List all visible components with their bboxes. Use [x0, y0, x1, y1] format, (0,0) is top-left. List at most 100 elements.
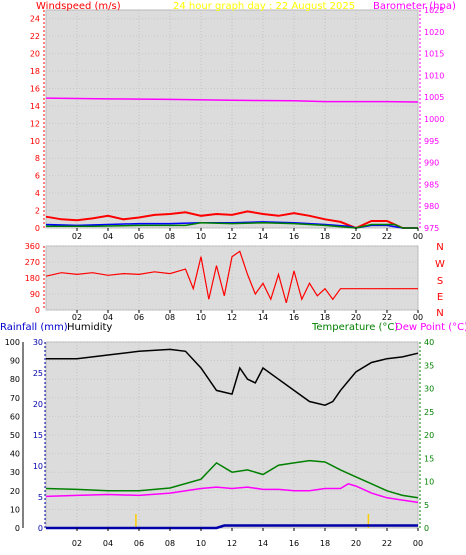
wind-xtick-22: 22 [382, 232, 392, 241]
temp-xtick-06: 06 [134, 539, 144, 548]
barometer-tick-995: 995 [424, 137, 439, 146]
humidity-tick-10: 10 [10, 505, 20, 514]
temperature-axis-label: Temperature (°C) [312, 322, 399, 333]
wind-xtick-20: 20 [351, 232, 361, 241]
barometer-axis-label: Barometer (hpa) [373, 1, 456, 12]
dir-xtick-08: 08 [165, 313, 175, 322]
barometer-tick-975: 975 [424, 224, 439, 233]
humidity-tick-80: 80 [10, 375, 20, 384]
humidity-tick-60: 60 [10, 412, 20, 421]
wind-xtick-16: 16 [289, 232, 299, 241]
dir-xtick-18: 18 [320, 313, 330, 322]
barometer-tick-1010: 1010 [424, 71, 444, 80]
wind-xtick-04: 04 [103, 232, 113, 241]
dir-xtick-10: 10 [196, 313, 206, 322]
rain-tick-25: 25 [33, 369, 43, 378]
direction-tick-180: 180 [25, 274, 40, 283]
temp-tick-30: 30 [424, 385, 434, 394]
wind-xtick-02: 02 [72, 232, 82, 241]
windspeed-axis-label: Windspeed (m/s) [36, 1, 121, 12]
windspeed-tick-6: 6 [35, 172, 40, 181]
humidity-axis-label: Humidity [67, 322, 113, 333]
temp-xtick-18: 18 [320, 539, 330, 548]
compass-label-4: N [436, 308, 443, 319]
temp-xtick-22: 22 [382, 539, 392, 548]
temp-xtick-04: 04 [103, 539, 113, 548]
humidity-tick-100: 100 [5, 338, 20, 347]
temp-tick-40: 40 [424, 338, 434, 347]
temp-tick-0: 0 [424, 524, 429, 533]
temp-xtick-00: 00 [413, 539, 423, 548]
temp-tick-10: 10 [424, 478, 434, 487]
windspeed-tick-10: 10 [30, 137, 40, 146]
barometer-tick-1025: 1025 [424, 6, 444, 15]
rain-tick-30: 30 [33, 338, 43, 347]
dir-xtick-16: 16 [289, 313, 299, 322]
wind-xtick-06: 06 [134, 232, 144, 241]
humidity-tick-0: 0 [15, 524, 20, 533]
barometer-tick-980: 980 [424, 202, 439, 211]
direction-tick-90: 90 [30, 290, 40, 299]
barometer-tick-1000: 1000 [424, 115, 444, 124]
temp-tick-35: 35 [424, 361, 434, 370]
dir-xtick-12: 12 [227, 313, 237, 322]
compass-label-2: S [437, 276, 443, 287]
humidity-tick-70: 70 [10, 394, 20, 403]
compass-label-1: W [435, 259, 445, 270]
temp-xtick-02: 02 [72, 539, 82, 548]
dir-xtick-22: 22 [382, 313, 392, 322]
barometer-tick-1015: 1015 [424, 50, 444, 59]
rain-tick-5: 5 [38, 493, 43, 502]
barometer-tick-1005: 1005 [424, 93, 444, 102]
dir-xtick-02: 02 [72, 313, 82, 322]
series-temperature [45, 459, 419, 499]
series-direction [45, 250, 418, 304]
humidity-tick-50: 50 [10, 431, 20, 440]
windspeed-tick-0: 0 [35, 224, 40, 233]
temp-tick-15: 15 [424, 454, 434, 463]
windspeed-tick-22: 22 [30, 32, 40, 41]
wind-xtick-10: 10 [196, 232, 206, 241]
series-wind_green [46, 222, 418, 229]
series-humidity [46, 348, 419, 406]
series-barometer [45, 97, 419, 103]
wind-xtick-12: 12 [227, 232, 237, 241]
series-rain [46, 524, 418, 530]
barometer-tick-990: 990 [424, 159, 439, 168]
windspeed-tick-8: 8 [35, 154, 40, 163]
wind-panel-bg [45, 9, 419, 229]
windspeed-tick-2: 2 [35, 207, 40, 216]
windspeed-tick-20: 20 [30, 50, 40, 59]
temp-xtick-16: 16 [289, 539, 299, 548]
temp-tick-5: 5 [424, 501, 429, 510]
rain-tick-0: 0 [38, 524, 43, 533]
temp-xtick-10: 10 [196, 539, 206, 548]
windspeed-tick-18: 18 [30, 67, 40, 76]
direction-tick-270: 270 [25, 258, 40, 267]
windspeed-tick-12: 12 [30, 119, 40, 128]
barometer-tick-1020: 1020 [424, 28, 444, 37]
windspeed-tick-24: 24 [30, 15, 40, 24]
dir-xtick-00: 00 [413, 313, 423, 322]
direction-tick-360: 360 [25, 242, 40, 251]
humidity-tick-20: 20 [10, 487, 20, 496]
temp-tick-25: 25 [424, 408, 434, 417]
dewpoint-axis-label: Dew Point (°C) [395, 322, 466, 333]
humidity-tick-40: 40 [10, 450, 20, 459]
windspeed-tick-14: 14 [30, 102, 40, 111]
dir-xtick-06: 06 [134, 313, 144, 322]
wind-xtick-14: 14 [258, 232, 268, 241]
series-dewpoint [45, 482, 419, 504]
humidity-tick-30: 30 [10, 468, 20, 477]
dir-xtick-14: 14 [258, 313, 268, 322]
series-wind_avg [45, 221, 418, 229]
temp-xtick-20: 20 [351, 539, 361, 548]
barometer-tick-985: 985 [424, 180, 439, 189]
wind-xtick-18: 18 [320, 232, 330, 241]
wind-xtick-08: 08 [165, 232, 175, 241]
temp-xtick-08: 08 [165, 539, 175, 548]
temp-tick-20: 20 [424, 431, 434, 440]
graph-title: 24 hour graph day : 22 August 2025 [173, 1, 356, 12]
